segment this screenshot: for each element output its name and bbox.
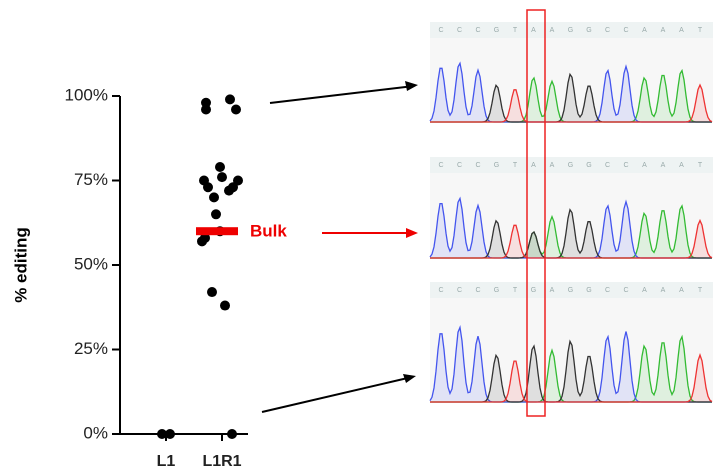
base-letter: C bbox=[457, 287, 462, 294]
base-letter: A bbox=[531, 162, 536, 169]
base-letter: C bbox=[605, 162, 610, 169]
base-letter: A bbox=[679, 27, 684, 34]
base-letter: C bbox=[623, 162, 628, 169]
arrow-head bbox=[403, 374, 416, 383]
base-letter: G bbox=[586, 27, 591, 34]
base-letter: C bbox=[623, 27, 628, 34]
point bbox=[201, 105, 211, 115]
base-letter: G bbox=[568, 287, 573, 294]
bulk-label: Bulk bbox=[250, 222, 287, 241]
arrow-head bbox=[405, 81, 418, 91]
base-letter: A bbox=[661, 287, 666, 294]
point bbox=[197, 236, 207, 246]
bulk-bar bbox=[196, 227, 238, 235]
base-letter: C bbox=[457, 27, 462, 34]
base-letter: T bbox=[698, 27, 703, 34]
y-tick-label: 50% bbox=[74, 254, 108, 273]
y-tick-label: 75% bbox=[74, 170, 108, 189]
point bbox=[227, 429, 237, 439]
base-letter: A bbox=[661, 27, 666, 34]
base-letter: G bbox=[586, 162, 591, 169]
base-letter: A bbox=[679, 162, 684, 169]
point bbox=[215, 162, 225, 172]
base-letter: T bbox=[513, 287, 518, 294]
chromatograms: C C C G T A A G G C C A A A T C C C G T A A G G C C A A A T C C C G T G A G G C… bbox=[430, 22, 713, 402]
x-tick-label: L1R1 bbox=[202, 453, 241, 470]
base-letter: T bbox=[698, 162, 703, 169]
base-letter: C bbox=[438, 162, 443, 169]
base-letter: C bbox=[475, 287, 480, 294]
figure: % editing C C C G T A A G G C C A A A T C C C G T A A G G C C A A A T… bbox=[0, 0, 713, 472]
base-letter: A bbox=[550, 162, 555, 169]
base-letter: A bbox=[642, 287, 647, 294]
base-letter: C bbox=[623, 287, 628, 294]
base-letter: T bbox=[513, 162, 518, 169]
y-tick-label: 25% bbox=[74, 339, 108, 358]
base-letter: C bbox=[475, 27, 480, 34]
base-letter: A bbox=[550, 287, 555, 294]
base-letter: G bbox=[494, 27, 499, 34]
arrow bbox=[270, 86, 414, 103]
y-axis-label: % editing bbox=[11, 227, 30, 303]
point bbox=[225, 94, 235, 104]
base-letter: C bbox=[438, 287, 443, 294]
base-letter: G bbox=[568, 27, 573, 34]
base-letter: G bbox=[586, 287, 591, 294]
bulk-arrow-head bbox=[406, 228, 418, 238]
base-letter: C bbox=[438, 27, 443, 34]
point bbox=[217, 172, 227, 182]
base-letter: C bbox=[475, 162, 480, 169]
base-letter: G bbox=[494, 162, 499, 169]
base-letter: A bbox=[642, 162, 647, 169]
base-letter: T bbox=[698, 287, 703, 294]
base-letter: G bbox=[568, 162, 573, 169]
x-tick-label: L1 bbox=[157, 453, 176, 470]
point bbox=[224, 186, 234, 196]
base-letter: G bbox=[531, 287, 536, 294]
base-letter: C bbox=[605, 287, 610, 294]
point bbox=[220, 301, 230, 311]
point bbox=[231, 105, 241, 115]
base-letter: A bbox=[679, 287, 684, 294]
base-letter: C bbox=[605, 27, 610, 34]
point bbox=[165, 429, 175, 439]
base-letter: A bbox=[531, 27, 536, 34]
base-letter: A bbox=[550, 27, 555, 34]
base-letter: G bbox=[494, 287, 499, 294]
base-letter: A bbox=[661, 162, 666, 169]
point bbox=[211, 209, 221, 219]
point bbox=[209, 192, 219, 202]
y-tick-label: 100% bbox=[65, 85, 108, 104]
point bbox=[203, 182, 213, 192]
base-letter: A bbox=[642, 27, 647, 34]
point bbox=[207, 287, 217, 297]
arrow bbox=[262, 377, 412, 412]
base-letter: T bbox=[513, 27, 518, 34]
y-tick-label: 0% bbox=[83, 423, 108, 442]
base-letter: C bbox=[457, 162, 462, 169]
